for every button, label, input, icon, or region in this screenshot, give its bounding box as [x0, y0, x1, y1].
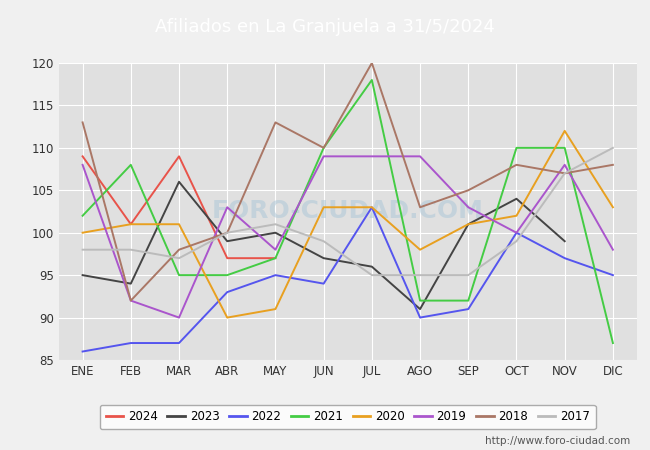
Text: Afiliados en La Granjuela a 31/5/2024: Afiliados en La Granjuela a 31/5/2024	[155, 18, 495, 36]
Text: FORO-CIUDAD.COM: FORO-CIUDAD.COM	[212, 199, 484, 224]
Legend: 2024, 2023, 2022, 2021, 2020, 2019, 2018, 2017: 2024, 2023, 2022, 2021, 2020, 2019, 2018…	[99, 405, 596, 429]
Text: http://www.foro-ciudad.com: http://www.foro-ciudad.com	[486, 436, 630, 446]
